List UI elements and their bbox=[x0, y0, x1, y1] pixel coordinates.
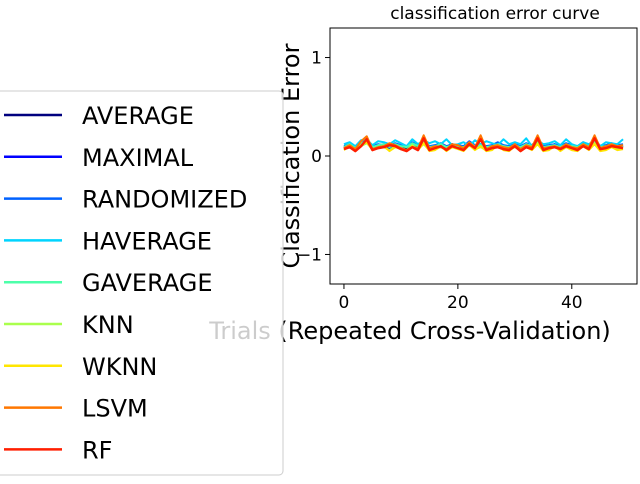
chart-title: classification error curve bbox=[390, 4, 600, 24]
plot-lines bbox=[343, 134, 624, 153]
legend: AVERAGE MAXIMAL RANDOMIZED HAVERAGE GAVERAGE… bbox=[0, 90, 284, 476]
legend-label: KNN bbox=[82, 311, 134, 339]
legend-label: HAVERAGE bbox=[82, 227, 212, 255]
y-tick-label: 0 bbox=[311, 147, 322, 167]
legend-label: GAVERAGE bbox=[82, 269, 213, 297]
y-tick-label: −1 bbox=[297, 245, 322, 265]
legend-label: MAXIMAL bbox=[82, 144, 194, 172]
x-tick-label: 20 bbox=[447, 293, 469, 313]
plot-frame bbox=[329, 27, 638, 285]
legend-label: AVERAGE bbox=[82, 102, 194, 130]
x-tick-label: 40 bbox=[561, 293, 583, 313]
x-tick-label: 0 bbox=[339, 293, 350, 313]
series-line-rf bbox=[343, 137, 624, 153]
y-tick-label: 1 bbox=[311, 49, 322, 69]
legend-frame bbox=[0, 90, 284, 476]
x-axis-ticks: 0 20 40 bbox=[339, 284, 583, 313]
y-axis-ticks: −1 0 1 bbox=[297, 49, 330, 265]
legend-label: WKNN bbox=[82, 353, 157, 381]
legend-label: RF bbox=[82, 436, 112, 464]
legend-label: RANDOMIZED bbox=[82, 186, 247, 214]
legend-label: LSVM bbox=[82, 395, 148, 423]
